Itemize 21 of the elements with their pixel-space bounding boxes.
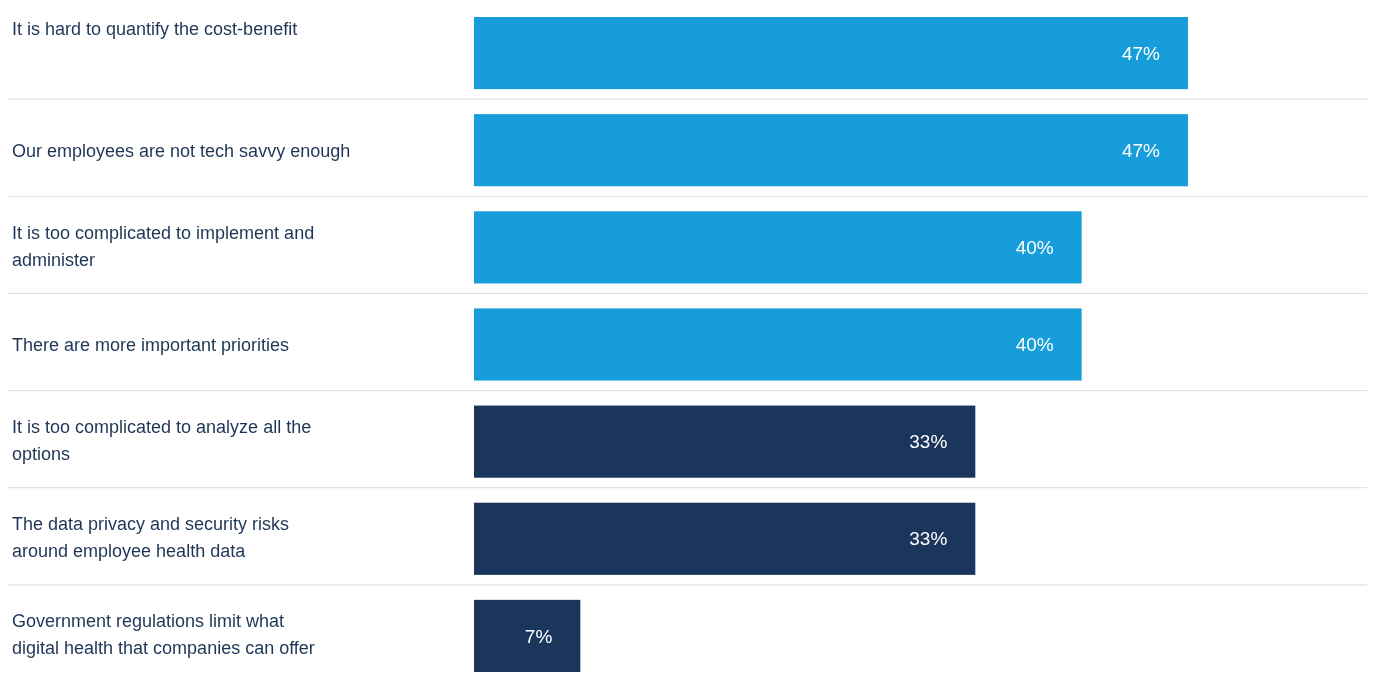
bar <box>474 211 1082 284</box>
y-tick-label: Our employees are not tech savvy enough <box>12 140 351 161</box>
y-tick-label: The data privacy and security risks around employee health data <box>12 514 290 562</box>
y-tick-label: It is too complicated to analyze all the options <box>12 416 312 464</box>
data-label: 40% <box>1015 237 1054 259</box>
data-label: 47% <box>1121 42 1161 64</box>
y-tick-label: Government regulations limit what digital health that companies can offer <box>12 611 315 659</box>
y-tick-label: It is too complicated to implement and administer <box>12 222 315 270</box>
data-label: 40% <box>1015 334 1054 356</box>
y-tick-label: There are more important priorities <box>12 334 290 355</box>
data-label: 47% <box>1121 139 1161 161</box>
bar <box>474 405 976 478</box>
bar <box>474 599 581 672</box>
data-label: 33% <box>909 431 948 453</box>
bar <box>474 308 1082 381</box>
data-label: 33% <box>909 528 948 550</box>
y-tick-label: It is hard to quantify the cost-benefit <box>12 19 298 40</box>
data-label: 7% <box>524 625 553 647</box>
bar <box>474 502 976 575</box>
bar <box>474 17 1188 90</box>
bar <box>474 114 1188 187</box>
